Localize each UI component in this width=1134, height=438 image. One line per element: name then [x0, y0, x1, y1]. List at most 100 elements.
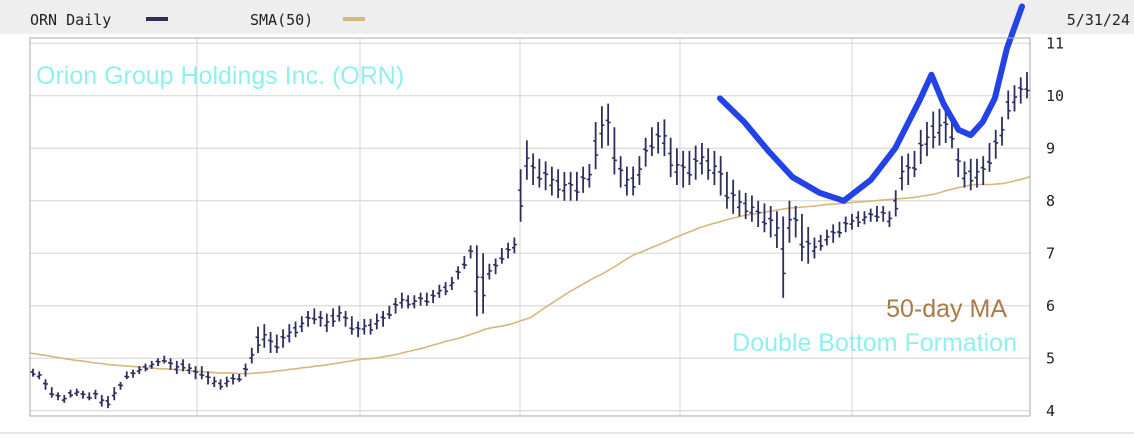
price-bar — [836, 221, 842, 238]
price-bar — [374, 313, 380, 330]
price-bar — [818, 234, 824, 251]
price-bar — [568, 171, 574, 201]
price-bar — [205, 371, 211, 385]
price-bar — [624, 166, 630, 196]
price-bar — [80, 390, 86, 399]
sma-legend-label: SMA(50) — [250, 11, 313, 29]
price-bar — [211, 376, 217, 388]
price-bar — [718, 156, 724, 196]
price-bar — [86, 392, 92, 401]
price-bar — [161, 355, 167, 364]
price-bar — [318, 311, 324, 327]
price-bar — [1011, 85, 1017, 112]
price-bar — [943, 108, 949, 143]
price-bar — [543, 161, 549, 191]
price-bar — [336, 305, 342, 322]
price-bar — [736, 190, 742, 217]
price-bar — [980, 156, 986, 185]
price-bar — [143, 363, 149, 372]
price-bar — [105, 396, 111, 409]
price-bar — [780, 216, 786, 298]
price-bar — [518, 169, 524, 222]
price-bar — [968, 158, 974, 191]
price-bar — [661, 119, 667, 157]
price-bar — [586, 164, 592, 188]
price-bar — [111, 387, 117, 401]
y-tick-label-4: 4 — [1046, 402, 1055, 420]
price-bar — [93, 389, 99, 400]
chart-annotation-title: Orion Group Holdings Inc. (ORN) — [36, 62, 404, 90]
price-bar — [268, 332, 274, 353]
price-bar — [899, 156, 905, 191]
price-bar — [493, 258, 499, 275]
price-bar — [799, 213, 805, 262]
price-bar — [880, 206, 886, 222]
price-bar — [761, 203, 767, 233]
y-tick-label-5: 5 — [1046, 349, 1055, 367]
y-tick-label-9: 9 — [1046, 139, 1055, 157]
price-bar — [349, 316, 355, 335]
price-bar — [180, 359, 186, 372]
ma-annotation-label: 50-day MA — [886, 295, 1007, 323]
price-bar — [868, 208, 874, 222]
price-bar — [536, 158, 542, 188]
price-bar — [805, 227, 811, 264]
price-bar — [793, 206, 799, 238]
price-bar — [574, 171, 580, 201]
price-bar — [243, 363, 249, 377]
price-bar — [611, 127, 617, 175]
price-bar — [655, 122, 661, 154]
price-bar — [405, 295, 411, 309]
price-bar — [561, 171, 567, 201]
price-bar — [443, 282, 449, 296]
price-bar — [393, 297, 399, 314]
price-bar — [305, 311, 311, 327]
y-tick-label-6: 6 — [1046, 297, 1055, 315]
price-bar — [711, 150, 717, 185]
price-bar — [643, 137, 649, 167]
price-bar — [849, 213, 855, 230]
pattern-annotation-label: Double Bottom Formation — [732, 329, 1017, 357]
price-bar — [43, 379, 49, 390]
price-bar — [843, 216, 849, 233]
price-bar — [755, 200, 761, 227]
series-legend-swatch — [146, 17, 168, 21]
price-bar — [1024, 72, 1030, 99]
price-bar — [118, 381, 124, 390]
price-bar — [705, 148, 711, 180]
price-bar — [124, 371, 130, 380]
price-bar — [993, 129, 999, 159]
price-bar — [893, 190, 899, 217]
price-bar — [218, 379, 224, 390]
price-bar — [261, 324, 267, 348]
price-bar — [599, 106, 605, 149]
price-bar — [693, 145, 699, 180]
price-bar — [130, 369, 136, 378]
y-tick-label-7: 7 — [1046, 244, 1055, 262]
price-bar — [343, 311, 349, 327]
price-bar — [668, 137, 674, 178]
price-bar — [530, 153, 536, 185]
y-tick-label-10: 10 — [1046, 87, 1064, 105]
price-bar — [886, 211, 892, 227]
price-bar — [99, 395, 105, 407]
price-bar — [605, 103, 611, 146]
price-bar — [855, 211, 861, 227]
price-bar — [743, 192, 749, 220]
price-bar — [499, 248, 505, 264]
price-bar — [699, 143, 705, 175]
price-bar — [774, 211, 780, 248]
price-bar — [924, 122, 930, 157]
price-bar — [630, 166, 636, 196]
price-bar — [355, 321, 361, 338]
price-bar — [386, 305, 392, 319]
price-bar — [730, 179, 736, 214]
price-bar — [149, 360, 155, 369]
price-bar — [418, 292, 424, 306]
price-bar — [1018, 77, 1024, 104]
price-bar — [186, 363, 192, 374]
price-bar — [680, 150, 686, 188]
price-bar — [49, 387, 55, 398]
price-bar — [311, 308, 317, 325]
